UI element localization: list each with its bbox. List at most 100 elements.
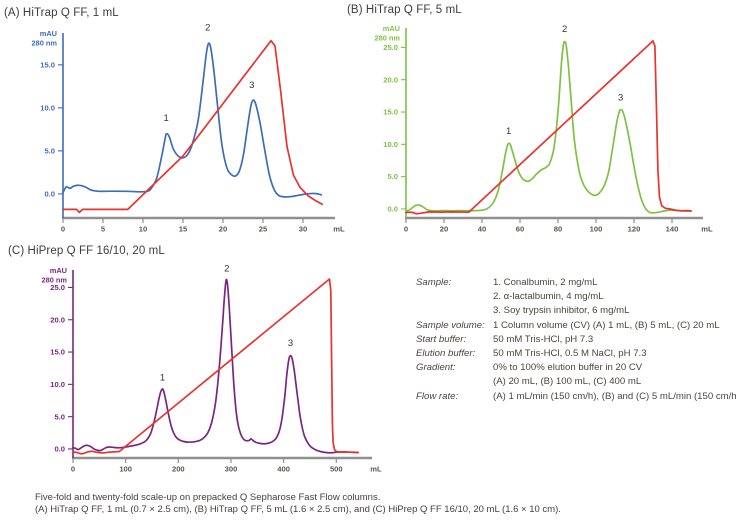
- info-row-label: [416, 304, 493, 318]
- gradient-curve: [72, 278, 360, 455]
- info-row: Start buffer: 50 mM Tris-HCl, pH 7.3: [416, 333, 734, 347]
- y-tick-label: 10.0: [40, 103, 55, 112]
- x-tick-label: 120: [628, 225, 641, 234]
- x-axis-unit: mL: [333, 225, 345, 234]
- x-tick-label: 200: [172, 465, 185, 474]
- peak-label-1: 1: [164, 113, 169, 124]
- chart-b-title: (B) HiTrap Q FF, 5 mL: [347, 4, 462, 16]
- info-row-value: 3. Soy trypsin inhibitor, 6 mg/mL: [493, 305, 630, 317]
- y-axis-title: mAU: [50, 266, 67, 275]
- info-row: 3. Soy trypsin inhibitor, 6 mg/mL: [416, 304, 734, 318]
- y-axis-title: mAU: [383, 24, 400, 33]
- uv-curve: [72, 278, 359, 454]
- y-axis-title: 280 nm: [32, 39, 58, 48]
- info-row-label: Gradient:: [416, 362, 456, 374]
- info-row-value: (A) 1 mL/min (150 cm/h), (B) and (C) 5 m…: [493, 390, 736, 402]
- info-row-value: 50 mM Tris-HCl, pH 7.3: [493, 333, 594, 345]
- x-tick-label: 500: [330, 465, 343, 474]
- info-row-label: Start buffer:: [416, 333, 467, 345]
- x-tick-label: 140: [666, 225, 679, 234]
- figure-caption: Five-fold and twenty-fold scale-up on pr…: [35, 492, 733, 516]
- x-tick-label: 0: [71, 465, 75, 474]
- y-tick-label: 25.0: [50, 283, 65, 292]
- x-tick-label: 100: [119, 465, 132, 474]
- info-row: Gradient: 0% to 100% elution buffer in 20…: [416, 361, 734, 375]
- peak-label-2: 2: [224, 263, 229, 274]
- y-tick-label: 5.0: [54, 412, 65, 421]
- caption-line-1: Five-fold and twenty-fold scale-up on pr…: [35, 492, 381, 503]
- y-tick-label: 15.0: [40, 60, 55, 69]
- x-tick-label: 10: [139, 225, 147, 234]
- y-tick-label: 20.0: [50, 315, 65, 324]
- y-tick-label: 5.0: [44, 146, 55, 155]
- chart-c-title: (C) HiPrep Q FF 16/10, 20 mL: [8, 245, 165, 257]
- x-tick-label: 5: [101, 225, 106, 234]
- info-row: Flow rate: (A) 1 mL/min (150 cm/h), (B) a…: [416, 390, 736, 404]
- gradient-curve: [405, 40, 692, 215]
- caption-line-2: (A) HiTrap Q FF, 1 mL (0.7 × 2.5 cm), (B…: [35, 503, 561, 515]
- info-row-value: 1. Conalbumin, 2 mg/mL: [493, 277, 598, 288]
- x-tick-label: 0: [404, 225, 408, 234]
- x-tick-label: 100: [590, 225, 603, 234]
- info-row-label: [416, 375, 493, 389]
- y-axis-title: 280 nm: [375, 34, 401, 43]
- y-axis-title: 280 nm: [42, 276, 68, 285]
- x-tick-label: 30: [299, 225, 307, 234]
- y-tick-label: 10.0: [50, 380, 65, 389]
- info-row-value: 0% to 100% elution buffer in 20 CV: [493, 362, 643, 374]
- info-row: 2. α-lactalbumin, 4 mg/mL: [416, 290, 734, 304]
- y-tick-label: 0.0: [44, 190, 55, 199]
- info-row: Elution buffer: 50 mM Tris-HCl, 0.5 M NaC…: [416, 347, 734, 361]
- peak-label-1: 1: [506, 126, 511, 137]
- y-tick-label: 5.0: [387, 172, 398, 181]
- x-tick-label: 400: [277, 465, 290, 474]
- uv-curve: [405, 40, 692, 214]
- info-row-label: Flow rate:: [416, 390, 459, 402]
- x-tick-label: 0: [61, 225, 65, 234]
- info-row-value: 2. α-lactalbumin, 4 mg/mL: [493, 291, 604, 303]
- y-axis-title: mAU: [40, 29, 57, 38]
- gradient-curve: [62, 39, 324, 214]
- peak-label-2: 2: [562, 24, 567, 35]
- y-tick-label: 15.0: [50, 348, 65, 357]
- peak-label-1: 1: [160, 372, 165, 383]
- info-row: Sample: 1. Conalbumin, 2 mg/mL: [416, 276, 734, 290]
- chart-a-title: (A) HiTrap Q FF, 1 mL: [4, 7, 119, 19]
- x-tick-label: 80: [554, 225, 562, 234]
- run-conditions-panel: Sample: 1. Conalbumin, 2 mg/mL 2. α-lactal…: [416, 276, 736, 404]
- info-row-value: 50 mM Tris-HCl, 0.5 M NaCl, pH 7.3: [493, 348, 647, 360]
- y-tick-label: 0.0: [387, 205, 398, 214]
- x-axis-unit: mL: [370, 465, 382, 474]
- x-tick-label: 15: [179, 225, 188, 234]
- y-tick-label: 20.0: [383, 75, 398, 84]
- info-row-label: [416, 290, 493, 304]
- info-row-label: Sample:: [416, 277, 452, 288]
- chart-b-plot: 0 20 40 60 80 100 120 140 mL 0.0 5.0 10.0 15.0 20.0 25…: [375, 24, 714, 234]
- info-row-value: (A) 20 mL, (B) 100 mL, (C) 400 mL: [493, 376, 642, 388]
- info-row: Sample volume: 1 Column volume (CV) (A) 1…: [416, 319, 734, 333]
- info-row-label: Sample volume:: [416, 319, 485, 331]
- peak-label-3: 3: [618, 92, 623, 103]
- y-tick-label: 0.0: [54, 445, 65, 454]
- uv-curve: [62, 42, 323, 198]
- peak-label-3: 3: [288, 338, 293, 349]
- x-tick-label: 60: [516, 225, 524, 234]
- x-tick-label: 20: [440, 225, 448, 234]
- peak-label-2: 2: [205, 22, 210, 33]
- peak-label-3: 3: [249, 80, 254, 91]
- info-row: (A) 20 mL, (B) 100 mL, (C) 400 mL: [416, 375, 734, 389]
- info-row-label: Elution buffer:: [416, 348, 476, 360]
- x-tick-label: 300: [225, 465, 238, 474]
- chart-c-plot: 0 100 200 300 400 500 mL 0.0 5.0 10.0 15.0 20.0 25.0…: [42, 263, 383, 473]
- x-tick-label: 20: [219, 225, 227, 234]
- x-tick-label: 40: [478, 225, 486, 234]
- y-tick-label: 10.0: [383, 140, 398, 149]
- y-tick-label: 25.0: [383, 43, 398, 52]
- y-tick-label: 15.0: [383, 108, 398, 117]
- info-row-value: 1 Column volume (CV) (A) 1 mL, (B) 5 mL,…: [493, 319, 720, 331]
- x-tick-label: 25: [259, 225, 268, 234]
- x-axis-unit: mL: [701, 225, 713, 234]
